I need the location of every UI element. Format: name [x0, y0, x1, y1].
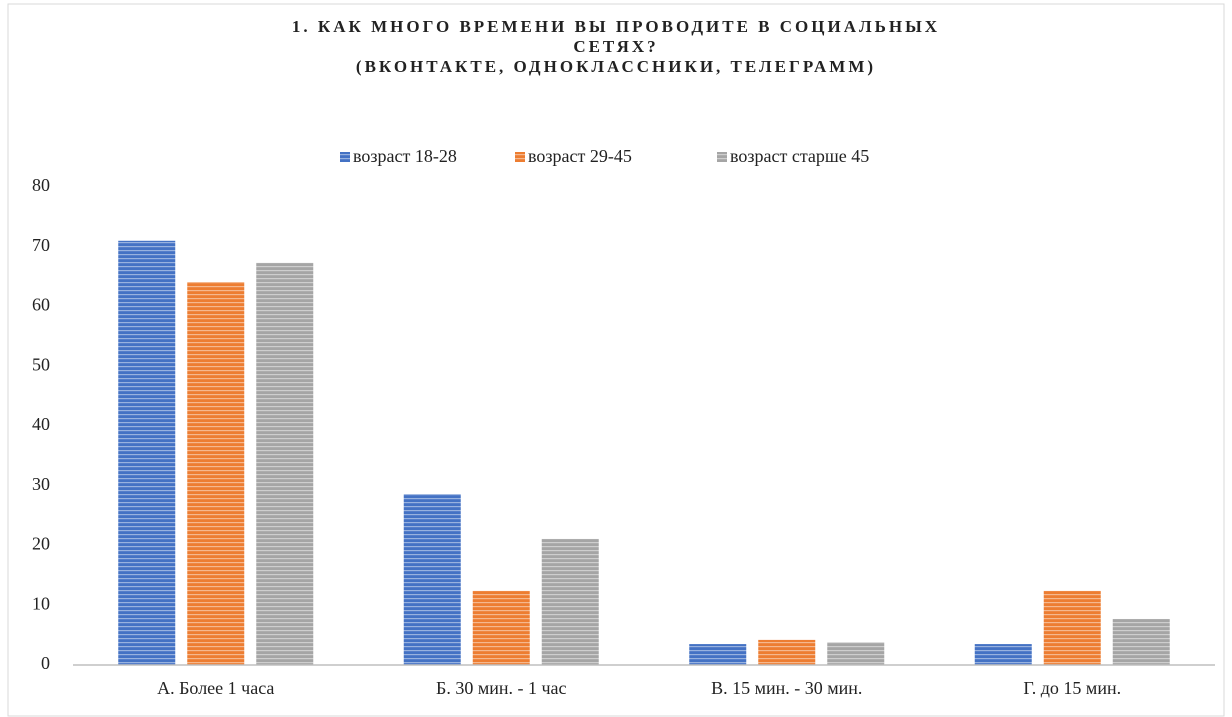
bar	[758, 639, 816, 665]
y-tick-label: 0	[41, 653, 50, 673]
chart-title: СЕТЯХ?	[573, 37, 658, 56]
x-tick-label: А. Более 1 часа	[157, 678, 274, 698]
x-tick-label: Б. 30 мин. - 1 час	[436, 678, 567, 698]
chart-title: (ВКОНТАКТЕ, ОДНОКЛАССНИКИ, ТЕЛЕГРАММ)	[356, 57, 876, 76]
y-tick-label: 40	[32, 414, 50, 434]
y-tick-label: 10	[32, 593, 50, 613]
bar	[118, 240, 176, 665]
bar	[827, 642, 885, 665]
x-tick-label: В. 15 мин. - 30 мин.	[711, 678, 862, 698]
legend-label: возраст 18-28	[353, 146, 457, 166]
bar	[1043, 590, 1101, 665]
bar	[1112, 618, 1170, 665]
y-tick-label: 70	[32, 235, 50, 255]
x-tick-label: Г. до 15 мин.	[1023, 678, 1121, 698]
legend-swatch	[340, 152, 350, 162]
bar	[472, 590, 530, 665]
bar	[541, 538, 599, 665]
y-tick-label: 50	[32, 354, 50, 374]
bar	[256, 262, 314, 665]
legend-label: возраст 29-45	[528, 146, 632, 166]
chart-title: 1. КАК МНОГО ВРЕМЕНИ ВЫ ПРОВОДИТЕ В СОЦИ…	[292, 17, 940, 36]
bar	[187, 282, 245, 665]
legend-swatch	[515, 152, 525, 162]
legend-swatch	[717, 152, 727, 162]
y-tick-label: 60	[32, 295, 50, 315]
bar	[403, 494, 461, 665]
bar	[689, 644, 747, 665]
y-tick-label: 20	[32, 534, 50, 554]
y-tick-label: 30	[32, 474, 50, 494]
legend-label: возраст старше 45	[730, 146, 869, 166]
bar	[974, 644, 1032, 665]
y-tick-label: 80	[32, 175, 50, 195]
